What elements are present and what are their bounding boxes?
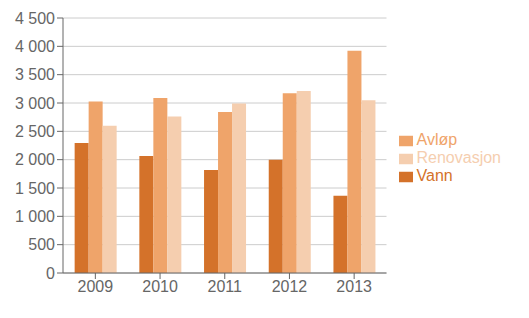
- svg-text:1 000: 1 000: [15, 208, 55, 225]
- svg-text:2 500: 2 500: [15, 123, 55, 140]
- svg-text:2010: 2010: [142, 278, 178, 295]
- svg-text:4 000: 4 000: [15, 38, 55, 55]
- svg-text:3 500: 3 500: [15, 66, 55, 83]
- svg-text:500: 500: [28, 236, 55, 253]
- svg-text:2012: 2012: [272, 278, 308, 295]
- html-text:Avløp: Avløp: [416, 131, 458, 148]
- svg-text:2 000: 2 000: [15, 151, 55, 168]
- svg-text:2011: 2011: [208, 278, 243, 295]
- html-text:Renovasjon: Renovasjon: [416, 149, 501, 166]
- svg-text:2013: 2013: [336, 278, 372, 295]
- svg-text:3 000: 3 000: [15, 95, 55, 112]
- svg-text:1 500: 1 500: [15, 180, 55, 197]
- svg-text:4 500: 4 500: [15, 10, 55, 27]
- html-text:Vann: Vann: [416, 167, 453, 184]
- svg-text:2009: 2009: [78, 278, 114, 295]
- svg-text:0: 0: [46, 265, 55, 282]
